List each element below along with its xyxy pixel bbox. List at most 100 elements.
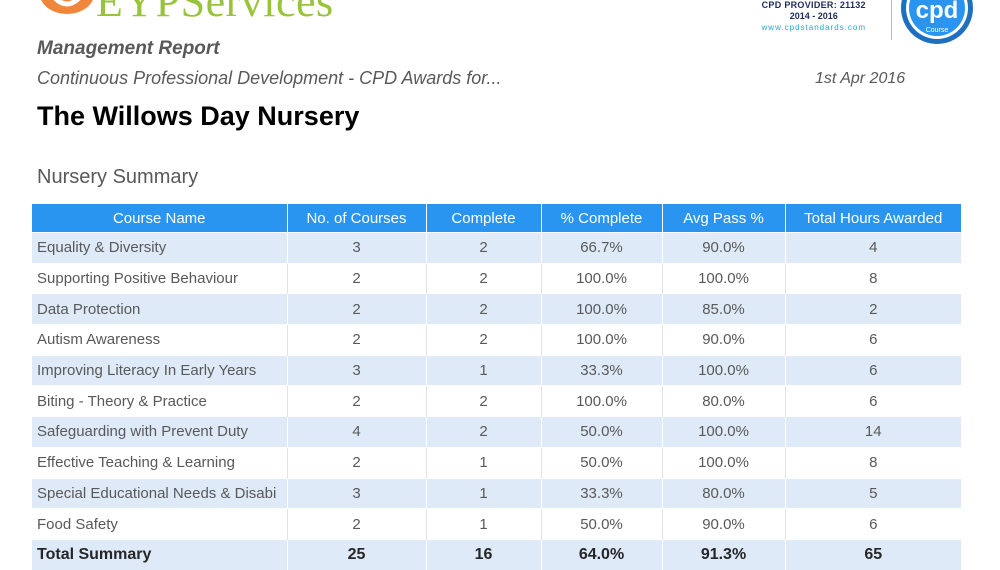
table-total-row: Total Summary 25 16 64.0% 91.3% 65: [32, 538, 961, 570]
section-title: Nursery Summary: [37, 166, 199, 188]
cpd-provider-number: CPD PROVIDER: 21132: [761, 0, 866, 10]
cpd-years: 2014 - 2016: [789, 11, 838, 21]
hours-cell: 6: [785, 385, 961, 417]
complete-cell: 1: [426, 446, 542, 478]
column-header-pct-complete: % Complete: [541, 204, 663, 233]
complete-cell: 2: [426, 293, 542, 325]
pct-complete-cell: 100.0%: [541, 262, 663, 294]
course-count-cell: 2: [287, 446, 427, 478]
complete-cell: 2: [426, 324, 542, 356]
course-name-cell: Effective Teaching & Learning: [32, 446, 288, 478]
avg-pass-cell: 100.0%: [662, 416, 786, 448]
column-header-complete: Complete: [426, 204, 542, 233]
column-header-total-hours: Total Hours Awarded: [785, 204, 961, 233]
column-header-no-of-courses: No. of Courses: [287, 204, 427, 233]
avg-pass-cell: 90.0%: [662, 508, 786, 540]
table-header-row: Course Name No. of Courses Complete % Co…: [32, 204, 961, 233]
hours-cell: 14: [785, 416, 961, 448]
eyp-logo-icon: [36, 0, 98, 22]
hours-cell: 8: [785, 262, 961, 294]
hours-cell: 2: [785, 293, 961, 325]
course-name-cell: Data Protection: [32, 293, 288, 325]
table-row: Autism Awareness 2 2 100.0% 90.0% 6: [32, 324, 961, 356]
table-row: Effective Teaching & Learning 2 1 50.0% …: [32, 446, 961, 478]
cpd-provider-info: CPD PROVIDER: 21132 2014 - 2016 www.cpds…: [762, 0, 866, 33]
cpd-website: www.cpdstandards.com: [761, 23, 866, 32]
report-date: 1st Apr 2016: [815, 70, 906, 87]
hours-cell: 6: [785, 324, 961, 356]
course-name-cell: Supporting Positive Behaviour: [32, 262, 288, 294]
cpd-badge-text: cpd: [916, 0, 959, 24]
hours-cell: 4: [785, 232, 961, 264]
nursery-name: The Willows Day Nursery: [37, 101, 360, 131]
hours-cell: 5: [785, 477, 961, 509]
table-row: Special Educational Needs & Disabi 3 1 3…: [32, 477, 961, 509]
column-header-course-name: Course Name: [32, 204, 288, 233]
avg-pass-cell: 90.0%: [662, 232, 786, 264]
total-pct-complete-cell: 64.0%: [541, 538, 663, 570]
table-row: Biting - Theory & Practice 2 2 100.0% 80…: [32, 385, 961, 417]
complete-cell: 1: [426, 477, 542, 509]
column-header-avg-pass: Avg Pass %: [662, 204, 786, 233]
total-label-cell: Total Summary: [32, 538, 288, 570]
table-row: Equality & Diversity 3 2 66.7% 90.0% 4: [32, 232, 961, 264]
pct-complete-cell: 100.0%: [541, 385, 663, 417]
table-row: Food Safety 2 1 50.0% 90.0% 6: [32, 508, 961, 540]
complete-cell: 2: [426, 416, 542, 448]
course-count-cell: 2: [287, 508, 427, 540]
avg-pass-cell: 90.0%: [662, 324, 786, 356]
course-name-cell: Special Educational Needs & Disabi: [32, 477, 288, 509]
course-count-cell: 3: [287, 354, 427, 386]
complete-cell: 2: [426, 385, 542, 417]
course-name-cell: Autism Awareness: [32, 324, 288, 356]
course-count-cell: 3: [287, 477, 427, 509]
course-name-cell: Biting - Theory & Practice: [32, 385, 288, 417]
total-complete-cell: 16: [426, 538, 542, 570]
pct-complete-cell: 33.3%: [541, 477, 663, 509]
avg-pass-cell: 80.0%: [662, 477, 786, 509]
course-count-cell: 2: [287, 385, 427, 417]
complete-cell: 1: [426, 508, 542, 540]
course-name-cell: Improving Literacy In Early Years: [32, 354, 288, 386]
cpd-badge-icon: cpd Course: [899, 0, 975, 46]
report-subtitle: Continuous Professional Development - CP…: [37, 68, 502, 88]
course-count-cell: 3: [287, 232, 427, 264]
table-row: Improving Literacy In Early Years 3 1 33…: [32, 354, 961, 386]
avg-pass-cell: 100.0%: [662, 262, 786, 294]
report-title: Management Report: [37, 38, 220, 59]
total-courses-cell: 25: [287, 538, 427, 570]
course-count-cell: 2: [287, 262, 427, 294]
table-row: Safeguarding with Prevent Duty 4 2 50.0%…: [32, 416, 961, 448]
course-count-cell: 2: [287, 293, 427, 325]
avg-pass-cell: 85.0%: [662, 293, 786, 325]
total-hours-cell: 65: [785, 538, 961, 570]
course-count-cell: 4: [287, 416, 427, 448]
hours-cell: 6: [785, 508, 961, 540]
pct-complete-cell: 50.0%: [541, 508, 663, 540]
company-logo-text: EYPServices: [96, 0, 334, 26]
hours-cell: 6: [785, 354, 961, 386]
complete-cell: 2: [426, 262, 542, 294]
pct-complete-cell: 33.3%: [541, 354, 663, 386]
course-name-cell: Equality & Diversity: [32, 232, 288, 264]
pct-complete-cell: 50.0%: [541, 416, 663, 448]
total-avg-pass-cell: 91.3%: [662, 538, 786, 570]
course-name-cell: Safeguarding with Prevent Duty: [32, 416, 288, 448]
table-row: Data Protection 2 2 100.0% 85.0% 2: [32, 293, 961, 325]
pct-complete-cell: 100.0%: [541, 324, 663, 356]
pct-complete-cell: 66.7%: [541, 232, 663, 264]
cpd-badge-sub: Course: [926, 27, 949, 34]
complete-cell: 2: [426, 232, 542, 264]
pct-complete-cell: 100.0%: [541, 293, 663, 325]
avg-pass-cell: 80.0%: [662, 385, 786, 417]
avg-pass-cell: 100.0%: [662, 354, 786, 386]
course-count-cell: 2: [287, 324, 427, 356]
nursery-summary-table: Course Name No. of Courses Complete % Co…: [32, 204, 961, 570]
avg-pass-cell: 100.0%: [662, 446, 786, 478]
table-row: Supporting Positive Behaviour 2 2 100.0%…: [32, 262, 961, 294]
hours-cell: 8: [785, 446, 961, 478]
course-name-cell: Food Safety: [32, 508, 288, 540]
complete-cell: 1: [426, 354, 542, 386]
pct-complete-cell: 50.0%: [541, 446, 663, 478]
header-divider: [891, 0, 892, 40]
